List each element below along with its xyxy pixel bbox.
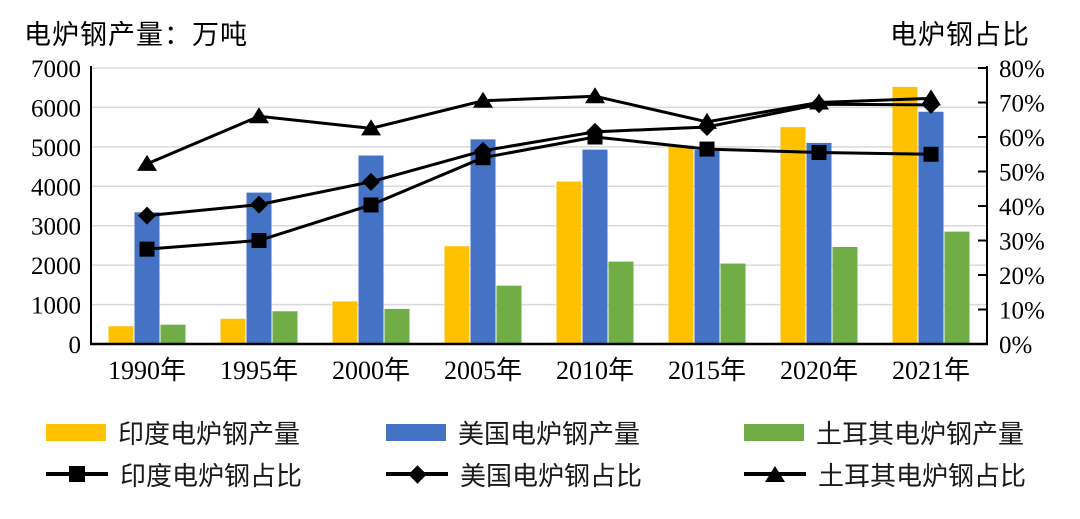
right-axis-tick-label: 70% xyxy=(999,91,1045,118)
left-axis-tick-label: 2000 xyxy=(31,253,81,280)
right-axis-tick-label: 50% xyxy=(999,160,1045,187)
marker-turkey-share-1990年 xyxy=(137,154,157,171)
left-axis-tick-label: 4000 xyxy=(31,174,81,201)
left-axis-title: 电炉钢产量：万吨 xyxy=(24,20,248,50)
marker-us-share-2000年 xyxy=(362,172,380,191)
legend-item-turkey-production: 土耳其电炉钢产量 xyxy=(744,417,1024,449)
bar-india-production-2021年 xyxy=(892,86,918,344)
x-axis-label: 2010年 xyxy=(556,356,634,385)
left-axis-tick-label: 0 xyxy=(69,332,82,359)
marker-india-share-2015年 xyxy=(699,141,715,157)
legend-label: 土耳其电炉钢产量 xyxy=(816,418,1025,449)
bar-india-production-1990年 xyxy=(108,326,134,344)
right-axis-title: 电炉钢占比 xyxy=(890,20,1030,50)
us-production-swatch xyxy=(386,423,446,441)
diamond-marker-icon xyxy=(407,464,427,484)
india-share-line-sample xyxy=(46,465,108,483)
bar-us-production-1995年 xyxy=(246,192,272,344)
marker-india-share-1995年 xyxy=(251,233,267,248)
bar-us-production-2015年 xyxy=(694,150,720,344)
marker-india-share-2020年 xyxy=(811,145,827,161)
bar-india-production-2020年 xyxy=(780,127,806,345)
line-us-share xyxy=(146,102,932,218)
right-axis-tick-label: 20% xyxy=(999,263,1045,290)
bar-india-production-1995年 xyxy=(220,318,246,344)
x-axis-label: 1990年 xyxy=(108,356,186,385)
x-axis-label: 2021年 xyxy=(892,356,970,385)
bar-india-production-2015年 xyxy=(668,145,694,344)
bar-india-production-2010年 xyxy=(556,181,582,344)
bar-india-production-2005年 xyxy=(444,246,470,344)
legend-item-india-share: 印度电炉钢占比 xyxy=(46,459,302,491)
marker-turkey-share-2015年 xyxy=(697,112,717,129)
marker-turkey-share-2010年 xyxy=(585,87,605,104)
bar-turkey-production-2021年 xyxy=(944,231,970,344)
right-axis-tick-label: 60% xyxy=(999,125,1045,152)
legend-label: 美国电炉钢产量 xyxy=(458,418,641,449)
bar-us-production-2020年 xyxy=(806,142,832,344)
marker-turkey-share-1995年 xyxy=(249,107,269,124)
bar-turkey-production-1995年 xyxy=(272,311,298,344)
x-axis-label: 1995年 xyxy=(220,356,298,385)
marker-india-share-2021年 xyxy=(923,146,939,162)
india-production-swatch xyxy=(46,423,106,441)
plot-area: 0 1000 2000 3000 4000 5000 6000 7000 0% 10% 20% 30%… xyxy=(31,56,1045,385)
legend-label: 美国电炉钢占比 xyxy=(460,460,643,491)
marker-india-share-1990年 xyxy=(139,241,155,257)
legend-label: 印度电炉钢产量 xyxy=(118,418,301,449)
us-share-line-sample xyxy=(386,464,448,484)
legend-item-turkey-share: 土耳其电炉钢占比 xyxy=(744,459,1026,491)
bar-turkey-production-2005年 xyxy=(496,285,522,344)
bar-turkey-production-1990年 xyxy=(160,324,186,344)
bar-us-production-2010年 xyxy=(582,149,608,344)
x-axis-label: 2020年 xyxy=(780,356,858,385)
line-india-share xyxy=(146,135,932,251)
bar-turkey-production-2000年 xyxy=(384,308,410,344)
line-turkey-share xyxy=(146,94,932,166)
turkey-production-swatch xyxy=(744,423,804,441)
legend-item-us-production: 美国电炉钢产量 xyxy=(386,417,640,449)
bar-turkey-production-2010年 xyxy=(608,261,634,344)
left-axis-tick-label: 5000 xyxy=(31,135,81,162)
x-axis-label: 2000年 xyxy=(332,356,410,385)
bar-us-production-2021年 xyxy=(918,111,944,344)
marker-turkey-share-2021年 xyxy=(921,89,941,106)
marker-us-share-1990年 xyxy=(138,206,156,225)
marker-us-share-2005年 xyxy=(474,141,492,160)
bar-turkey-production-2015年 xyxy=(720,263,746,344)
legend-label: 印度电炉钢占比 xyxy=(120,460,303,491)
marker-us-share-1995年 xyxy=(250,195,268,214)
marker-us-share-2010年 xyxy=(586,122,604,141)
triangle-marker-icon xyxy=(765,466,785,482)
legend-label: 土耳其电炉钢占比 xyxy=(818,460,1027,491)
right-axis-tick-label: 30% xyxy=(999,229,1045,256)
left-axis-tick-label: 6000 xyxy=(31,95,81,122)
right-axis-tick-label: 40% xyxy=(999,194,1045,221)
marker-turkey-share-2020年 xyxy=(809,93,829,110)
left-axis-tick-label: 3000 xyxy=(31,214,81,241)
square-marker-icon xyxy=(69,466,85,482)
marker-turkey-share-2000年 xyxy=(361,119,381,136)
right-axis-tick-label: 0% xyxy=(999,332,1032,359)
bar-us-production-1990年 xyxy=(134,212,160,344)
left-axis-tick-label: 7000 xyxy=(31,56,81,83)
right-axis-tick-label: 10% xyxy=(999,298,1045,325)
bar-us-production-2005年 xyxy=(470,139,496,344)
turkey-share-line-sample xyxy=(744,465,806,483)
right-axis-tick-label: 80% xyxy=(999,56,1045,83)
bar-turkey-production-2020年 xyxy=(832,247,858,344)
x-axis-label: 2005年 xyxy=(444,356,522,385)
marker-turkey-share-2005年 xyxy=(473,91,493,108)
left-axis-tick-label: 1000 xyxy=(31,293,81,320)
bar-india-production-2000年 xyxy=(332,301,358,344)
marker-india-share-2000年 xyxy=(363,197,379,213)
x-axis-label: 2015年 xyxy=(668,356,746,385)
legend-item-us-share: 美国电炉钢占比 xyxy=(386,459,642,491)
legend-item-india-production: 印度电炉钢产量 xyxy=(46,417,300,449)
